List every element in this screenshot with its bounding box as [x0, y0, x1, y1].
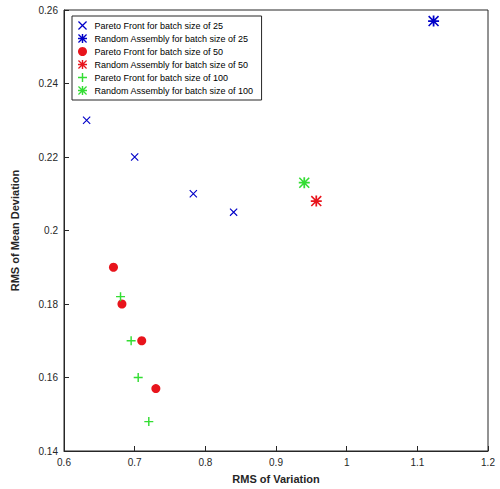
svg-text:Pareto Front for batch size of: Pareto Front for batch size of 25: [95, 21, 224, 31]
svg-text:RMS of Variation: RMS of Variation: [232, 473, 320, 485]
svg-text:0.14: 0.14: [39, 446, 59, 457]
svg-text:RMS of Mean Deviation: RMS of Mean Deviation: [9, 169, 21, 291]
svg-text:0.26: 0.26: [39, 5, 59, 16]
svg-text:0.8: 0.8: [198, 457, 212, 468]
svg-text:0.22: 0.22: [39, 152, 59, 163]
svg-text:0.16: 0.16: [39, 372, 59, 383]
svg-text:0.6: 0.6: [57, 457, 71, 468]
svg-text:0.18: 0.18: [39, 299, 59, 310]
svg-text:0.9: 0.9: [269, 457, 283, 468]
svg-text:Random Assembly for batch size: Random Assembly for batch size of 50: [95, 60, 249, 70]
svg-text:Pareto Front for batch size of: Pareto Front for batch size of 100: [95, 73, 229, 83]
svg-text:1.2: 1.2: [481, 457, 495, 468]
svg-text:Random Assembly for batch size: Random Assembly for batch size of 100: [95, 86, 254, 96]
svg-text:1.1: 1.1: [410, 457, 424, 468]
svg-text:Pareto Front for batch size of: Pareto Front for batch size of 50: [95, 47, 224, 57]
svg-text:Random Assembly for batch size: Random Assembly for batch size of 25: [95, 34, 249, 44]
svg-text:0.2: 0.2: [44, 225, 58, 236]
svg-text:1: 1: [344, 457, 350, 468]
svg-text:0.7: 0.7: [128, 457, 142, 468]
svg-text:0.24: 0.24: [39, 78, 59, 89]
